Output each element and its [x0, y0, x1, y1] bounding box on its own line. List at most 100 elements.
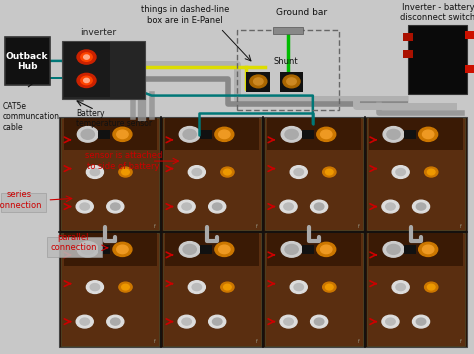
- Circle shape: [80, 203, 90, 210]
- Bar: [403, 50, 413, 58]
- Text: Shunt: Shunt: [274, 57, 299, 66]
- Circle shape: [392, 166, 409, 178]
- Circle shape: [280, 315, 297, 328]
- Text: f: f: [460, 339, 462, 344]
- Circle shape: [80, 318, 90, 325]
- Text: f: f: [256, 339, 258, 344]
- Circle shape: [179, 126, 200, 142]
- Circle shape: [383, 241, 404, 257]
- Bar: [465, 31, 474, 39]
- Circle shape: [178, 200, 195, 213]
- Bar: [64, 118, 157, 150]
- Circle shape: [310, 200, 328, 213]
- Bar: [98, 245, 110, 253]
- Circle shape: [290, 166, 307, 178]
- Text: things in dashed-line
box are in E-Panel: things in dashed-line box are in E-Panel: [141, 5, 229, 24]
- Circle shape: [387, 129, 400, 139]
- Bar: [64, 233, 157, 266]
- Circle shape: [212, 318, 222, 325]
- Circle shape: [178, 315, 195, 328]
- Text: f: f: [358, 339, 360, 344]
- Bar: [59, 117, 467, 347]
- Circle shape: [90, 169, 100, 176]
- Bar: [61, 118, 159, 230]
- Text: series
connection: series connection: [0, 190, 42, 210]
- Circle shape: [425, 282, 438, 292]
- Circle shape: [182, 318, 191, 325]
- Circle shape: [90, 284, 100, 291]
- Circle shape: [283, 75, 300, 88]
- Bar: [265, 233, 363, 346]
- Bar: [369, 118, 463, 150]
- Circle shape: [117, 245, 128, 253]
- Bar: [61, 233, 159, 346]
- Text: f: f: [460, 224, 462, 229]
- Bar: [267, 118, 361, 150]
- Circle shape: [86, 281, 103, 293]
- Bar: [465, 65, 474, 73]
- Circle shape: [183, 129, 196, 139]
- Circle shape: [110, 318, 120, 325]
- Bar: [64, 42, 109, 97]
- Bar: [367, 233, 465, 346]
- Circle shape: [76, 315, 93, 328]
- Circle shape: [182, 203, 191, 210]
- Circle shape: [254, 78, 263, 85]
- Circle shape: [188, 281, 205, 293]
- Circle shape: [382, 200, 399, 213]
- Circle shape: [386, 318, 395, 325]
- Bar: [408, 25, 467, 94]
- Text: CAT5e
communcation
cable: CAT5e communcation cable: [2, 102, 59, 132]
- Bar: [165, 233, 259, 266]
- Bar: [1, 193, 46, 212]
- Text: f: f: [256, 224, 258, 229]
- Bar: [237, 30, 339, 110]
- Circle shape: [290, 281, 307, 293]
- Bar: [302, 130, 314, 138]
- Bar: [273, 27, 303, 34]
- Circle shape: [285, 244, 298, 254]
- Bar: [163, 233, 261, 346]
- Circle shape: [119, 282, 132, 292]
- Circle shape: [83, 78, 89, 82]
- Text: parallel
connection: parallel connection: [50, 233, 97, 252]
- Circle shape: [77, 241, 98, 257]
- Text: Ground bar: Ground bar: [276, 8, 327, 17]
- Bar: [369, 233, 463, 266]
- Circle shape: [320, 245, 332, 253]
- Circle shape: [422, 130, 434, 138]
- Circle shape: [117, 130, 128, 138]
- Circle shape: [383, 126, 404, 142]
- Circle shape: [326, 169, 333, 175]
- Text: f: f: [154, 224, 156, 229]
- Bar: [267, 233, 361, 266]
- Circle shape: [76, 200, 93, 213]
- Circle shape: [110, 203, 120, 210]
- Circle shape: [284, 318, 293, 325]
- Circle shape: [284, 203, 293, 210]
- Circle shape: [219, 245, 230, 253]
- Circle shape: [113, 127, 132, 141]
- Circle shape: [422, 245, 434, 253]
- Circle shape: [221, 282, 234, 292]
- Circle shape: [317, 127, 336, 141]
- Circle shape: [122, 284, 129, 290]
- Circle shape: [209, 315, 226, 328]
- Circle shape: [179, 241, 200, 257]
- Circle shape: [81, 244, 94, 254]
- Circle shape: [287, 78, 296, 85]
- Text: inverter: inverter: [80, 28, 116, 38]
- Circle shape: [428, 284, 435, 290]
- Circle shape: [192, 169, 201, 176]
- Bar: [280, 72, 303, 92]
- Circle shape: [280, 200, 297, 213]
- Bar: [47, 237, 102, 257]
- Circle shape: [224, 169, 231, 175]
- Circle shape: [215, 127, 234, 141]
- Text: sensor is attached
to side of battery: sensor is attached to side of battery: [84, 152, 162, 171]
- Circle shape: [382, 315, 399, 328]
- Bar: [62, 41, 145, 99]
- Bar: [403, 33, 413, 41]
- Circle shape: [212, 203, 222, 210]
- Circle shape: [416, 203, 426, 210]
